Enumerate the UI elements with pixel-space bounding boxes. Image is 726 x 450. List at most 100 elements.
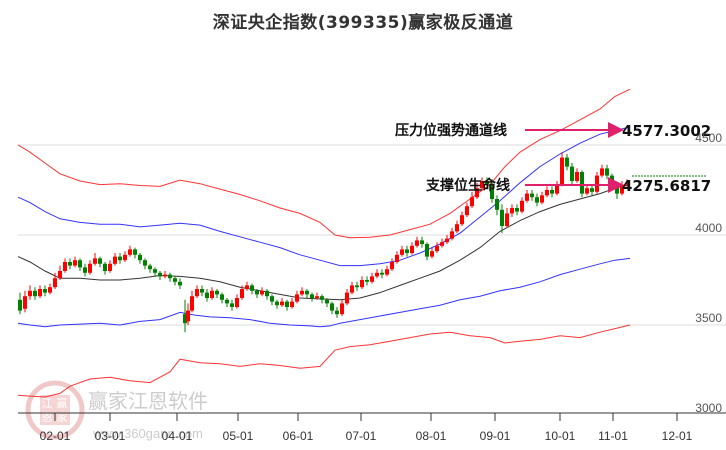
candle-body [250, 285, 254, 291]
candle-body [305, 290, 309, 295]
x-tick-label: 05-01 [223, 429, 254, 443]
candle-body [183, 314, 187, 324]
candle-body [420, 240, 424, 244]
candle-body [88, 263, 92, 273]
candle-body [330, 303, 334, 311]
candle-body [186, 310, 190, 322]
candle-body [365, 280, 369, 282]
candle-body [335, 310, 339, 315]
candle-body [360, 280, 364, 288]
candle-body [355, 285, 359, 288]
watermark-seal-icon [25, 380, 85, 440]
candle-body [285, 301, 289, 307]
candle-body [260, 290, 264, 295]
candle-body [405, 249, 409, 253]
candle-body [460, 215, 464, 225]
candle-body [315, 296, 319, 298]
gridlines [18, 144, 726, 326]
watermark-seal-char: 恩 [42, 411, 53, 424]
x-tick-label: 02-01 [40, 429, 71, 443]
candle-body [450, 231, 454, 239]
axes: 3000 3500 4000 4500 02-01 03-01 04-01 05-01 06-0… [18, 131, 726, 443]
candle-body [143, 260, 147, 266]
candle-body [215, 290, 219, 295]
y-tick-label: 4500 [695, 131, 722, 145]
candle-body [465, 206, 469, 216]
candle-body [455, 224, 459, 232]
candle-body [190, 296, 194, 311]
candle-body [490, 184, 494, 199]
candle-body [575, 172, 579, 181]
x-tick-label: 04-01 [162, 429, 193, 443]
candle-body [570, 166, 574, 181]
candle-body [265, 290, 269, 297]
candle-body [73, 260, 77, 266]
candle-body [83, 267, 87, 273]
line-upper_inner [17, 126, 631, 267]
x-tick-label: 08-01 [416, 429, 447, 443]
candle-body [275, 301, 279, 306]
candle-body [410, 245, 414, 253]
y-tick-label: 4000 [695, 221, 722, 235]
candle-body [133, 249, 137, 255]
candle-body [370, 276, 374, 282]
candle-body [580, 172, 584, 194]
line-upper_outer [17, 88, 631, 239]
candle-body [470, 197, 474, 207]
x-tick-label: 06-01 [283, 429, 314, 443]
line-lower_outer [17, 324, 631, 398]
candle-body [93, 258, 97, 264]
candle-body [550, 190, 554, 194]
candle-body [435, 245, 439, 252]
candle-body [385, 269, 389, 275]
candle-body [108, 263, 112, 271]
candle-body [560, 157, 564, 185]
candle-body [380, 272, 384, 275]
candlesticks [18, 152, 629, 333]
annotations: 压力位强势通道线 4577.3002 支撑位生命线 4275.6817 [395, 122, 711, 195]
candle-body [235, 298, 239, 307]
chart-title: 深证央企指数(399335)赢家极反通道 [212, 13, 514, 33]
candle-body [310, 294, 314, 298]
candle-body [245, 285, 249, 289]
y-tick-label: 3000 [695, 401, 722, 415]
candle-body [395, 254, 399, 262]
watermark-url: www.360gann.com [92, 426, 203, 441]
candle-body [58, 271, 62, 279]
candle-body [600, 168, 604, 176]
annotation-label: 压力位强势通道线 [395, 122, 507, 139]
candle-body [340, 303, 344, 315]
x-tick-label: 12-01 [662, 429, 693, 443]
candle-body [220, 294, 224, 300]
y-tick-label: 3500 [695, 311, 722, 325]
candle-body [375, 272, 379, 277]
candle-body [390, 262, 394, 270]
annotation-value: 4577.3002 [622, 122, 711, 140]
annotation-value: 4275.6817 [622, 177, 711, 195]
candle-body [53, 278, 57, 288]
candle-body [290, 301, 294, 307]
candle-body [168, 274, 172, 279]
candle-body [98, 258, 102, 264]
candle-body [535, 197, 539, 203]
candle-body [43, 289, 47, 293]
candle-body [28, 290, 32, 297]
candle-body [205, 292, 209, 298]
candle-body [345, 292, 349, 304]
candle-body [495, 199, 499, 210]
candle-body [625, 182, 629, 185]
candle-body [270, 296, 274, 302]
annotation-label: 支撑位生命线 [425, 177, 510, 194]
candle-body [63, 262, 67, 271]
candle-body [128, 249, 132, 255]
candle-body [103, 263, 107, 271]
candle-body [565, 157, 569, 167]
candle-body [158, 272, 162, 277]
candle-body [210, 290, 214, 298]
candle-body [400, 249, 404, 255]
candle-body [300, 290, 304, 295]
candle-body [480, 181, 484, 189]
candle-body [525, 193, 529, 201]
candle-body [38, 289, 42, 297]
